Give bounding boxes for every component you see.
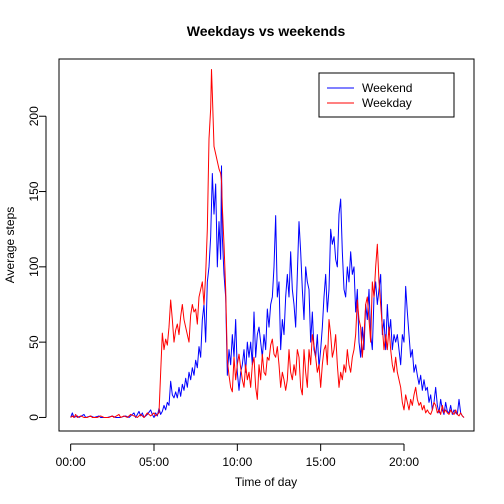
legend-label-weekday: Weekday [362, 96, 412, 110]
chart-title: Weekdays vs weekends [187, 23, 346, 39]
x-axis-label: Time of day [235, 475, 297, 489]
y-tick-label: 200 [27, 106, 41, 126]
x-tick-label: 00:00 [56, 455, 86, 469]
series-line-weekend [70, 165, 465, 418]
x-axis: 00:00 05:00 10:00 15:00 20:00 [56, 443, 419, 469]
y-tick-label: 0 [27, 414, 41, 421]
y-axis-label: Average steps [3, 207, 17, 284]
legend-label-weekend: Weekend [362, 81, 412, 95]
x-tick-label: 10:00 [222, 455, 252, 469]
series-line-weekday [70, 69, 465, 418]
y-axis: 0 50 100 150 200 [27, 106, 47, 421]
legend-box [318, 72, 455, 118]
plot-frame [58, 58, 475, 432]
x-tick-label: 15:00 [306, 455, 336, 469]
y-tick-label: 100 [27, 257, 41, 277]
y-tick-label: 50 [27, 335, 41, 349]
x-tick-label: 05:00 [139, 455, 169, 469]
x-tick-label: 20:00 [389, 455, 419, 469]
plot-lines [70, 69, 465, 418]
y-tick-label: 150 [27, 181, 41, 201]
